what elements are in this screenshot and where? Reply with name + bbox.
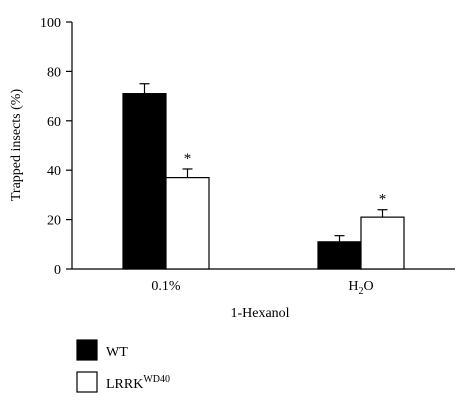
significance-marker: * [184,151,192,167]
y-tick-label: 0 [54,263,61,278]
y-ticks: 0 20 40 60 80 100 [40,16,72,278]
y-tick-label: 80 [47,65,61,80]
x-axis-label: 1-Hexanol [230,306,289,321]
significance-marker: * [379,192,387,208]
legend-label-name: LRRK [106,377,143,392]
x-tick-label-tail: O [364,279,374,294]
x-tick-label-base: H [348,279,358,294]
legend-label: WT [106,345,128,360]
bar-wt-1 [317,241,362,270]
legend-label: LRRKWD40 [106,374,170,392]
y-tick-label: 20 [47,214,61,229]
x-tick-label: 0.1% [151,279,181,294]
legend-label-superscript: WD40 [143,374,170,385]
x-tick-label-base: 0.1% [151,279,181,294]
x-tick-labels: 0.1% H2O [151,279,373,297]
x-tick-label-subscript: 2 [359,286,364,297]
legend-label-name: WT [106,345,128,360]
bar-lrrk-0 [165,177,210,270]
bars: ** [122,83,405,270]
legend: WT LRRKWD40 [76,339,170,393]
legend-swatch-wt [76,339,98,361]
legend-swatch-lrrk [76,371,98,393]
y-tick-label: 40 [47,164,61,179]
y-tick-label: 60 [47,115,61,130]
bar-lrrk-1 [360,216,405,270]
y-tick-label: 100 [40,16,61,31]
y-axis-label: Trapped insects (%) [9,89,24,202]
bar-wt-0 [122,93,167,270]
x-tick-label: H2O [348,279,373,297]
